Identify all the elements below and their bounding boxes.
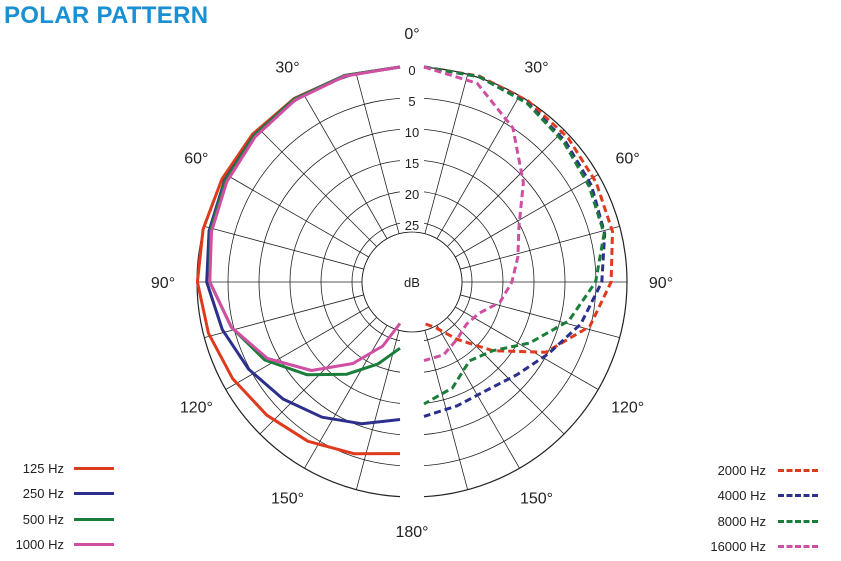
grid-spoke-120 [455,306,599,390]
angle-tick-120: 120° [611,400,644,417]
legend-swatch [74,466,114,470]
angle-tick-180: 180° [395,524,428,541]
legend-item-4000hz: 4000 Hz [696,486,818,506]
angle-tick-0: 0° [404,26,419,43]
radial-tick-0: 0 [408,63,415,78]
legend-swatch [778,494,818,497]
legend-item-500hz: 500 Hz [0,509,114,529]
grid-spoke-345 [355,74,400,234]
legend-swatch [778,468,818,472]
angle-tick-270: 90° [151,275,175,292]
legend-item-2000hz: 2000 Hz [696,460,818,480]
legend-label: 125 Hz [22,460,64,476]
radial-tick-15: 15 [405,156,419,171]
grid-spoke-60 [455,174,599,258]
legend-item-250hz: 250 Hz [0,484,114,504]
angle-tick-150: 150° [520,491,553,508]
radial-unit-label: dB [404,275,420,290]
legend-label: 500 Hz [22,511,64,527]
legend-item-125hz: 125 Hz [0,458,114,478]
series-8000hz [423,65,606,406]
legend-label: 4000 Hz [717,488,766,503]
legend-item-16000hz: 16000 Hz [696,537,818,557]
series-16000hz [423,65,525,363]
grid-spoke-285 [204,225,364,270]
grid-spoke-195 [355,330,400,490]
series-250hz [205,65,401,426]
grid-spoke-135 [447,317,565,435]
angle-tick-330: 30° [275,59,299,76]
legend-label: 8000 Hz [717,513,766,529]
legend-swatch [778,545,818,548]
angle-tick-90: 90° [649,275,673,292]
legend-swatch [74,492,114,495]
angle-tick-240: 120° [180,400,213,417]
legend-swatch [778,519,818,523]
grid-spoke-315 [259,129,377,247]
grid-spoke-30 [436,95,520,239]
angle-tick-60: 60° [616,151,640,168]
series-2000hz [423,65,614,354]
legend-item-1000hz: 1000 Hz [0,535,114,555]
grid-spoke-255 [204,294,364,339]
legend-swatch [74,543,114,546]
legend-item-8000hz: 8000 Hz [696,511,818,531]
legend-label: 1000 Hz [15,537,64,552]
grid-spoke-330 [304,95,388,239]
angle-tick-30: 30° [524,59,548,76]
angle-tick-210: 150° [271,491,304,508]
radial-tick-25: 25 [405,218,419,233]
radial-tick-20: 20 [405,187,419,202]
grid-spoke-300 [225,174,369,258]
legend-label: 250 Hz [22,486,64,501]
radial-tick-10: 10 [405,125,419,140]
chart-title: POLAR PATTERN [4,2,209,29]
axis-gap-top [400,65,424,232]
grid-spoke-45 [447,129,565,247]
radial-tick-5: 5 [408,94,415,109]
series-layer [195,65,614,456]
grid-spoke-240 [225,306,369,390]
grid-spoke-75 [460,225,620,270]
legend-label: 2000 Hz [717,462,766,478]
labels-layer: 0 5 10 15 20 25 dB 0° 30° 60° 90° 120° 150° 180° 150° 1… [151,26,673,541]
legend-swatch [74,517,114,521]
grid-ring-inner-edge [361,231,463,333]
angle-tick-300: 60° [184,151,208,168]
polar-grid [196,65,628,501]
axis-gap-bottom [400,332,424,501]
grid-spoke-210 [304,325,388,469]
grid-spoke-15 [424,74,469,234]
series-1000hz [208,65,402,372]
grid-spoke-150 [436,325,520,469]
legend-label: 16000 Hz [710,539,766,554]
grid-spoke-105 [460,294,620,339]
